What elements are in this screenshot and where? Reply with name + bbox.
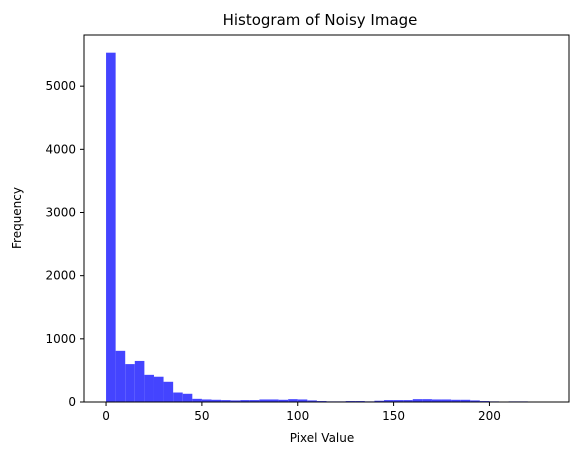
y-tick-label: 2000 bbox=[45, 269, 76, 283]
x-tick-label: 150 bbox=[382, 409, 405, 423]
y-axis-label: Frequency bbox=[10, 187, 24, 249]
histogram-bar bbox=[230, 400, 241, 402]
histogram-bar bbox=[259, 399, 269, 402]
histogram-bar bbox=[307, 400, 317, 402]
x-tick-label: 50 bbox=[194, 409, 209, 423]
y-tick-label: 1000 bbox=[45, 332, 76, 346]
x-tick-label: 0 bbox=[102, 409, 110, 423]
histogram-bar bbox=[249, 400, 260, 402]
histogram-bar bbox=[125, 364, 135, 402]
histogram-bar bbox=[288, 399, 298, 402]
histogram-bar bbox=[144, 374, 154, 402]
histogram-bar bbox=[201, 399, 212, 402]
histogram-bar bbox=[441, 399, 452, 402]
x-axis-label: Pixel Value bbox=[290, 431, 355, 445]
histogram-bar bbox=[240, 400, 250, 402]
plot-frame bbox=[83, 34, 570, 403]
y-tick-label: 5000 bbox=[45, 79, 76, 93]
y-axis-ticks: 0 1000 2000 3000 4000 5000 bbox=[45, 79, 84, 409]
histogram-bar bbox=[153, 376, 164, 402]
histogram-bar bbox=[134, 360, 145, 402]
histogram-bar bbox=[374, 400, 384, 402]
histogram-bar bbox=[412, 399, 423, 402]
histogram-bar bbox=[470, 400, 480, 402]
histogram-bar bbox=[460, 399, 471, 402]
histogram-bar bbox=[192, 398, 202, 402]
histogram-bars bbox=[106, 52, 547, 402]
x-tick-label: 100 bbox=[286, 409, 309, 423]
histogram-bar bbox=[221, 400, 231, 402]
histogram-bar bbox=[163, 381, 174, 402]
histogram-bar bbox=[115, 350, 126, 402]
histogram-bar bbox=[297, 399, 308, 402]
histogram-bar bbox=[451, 399, 461, 402]
histogram-bar bbox=[403, 400, 413, 402]
histogram-bar bbox=[268, 399, 279, 402]
histogram-bar bbox=[431, 399, 442, 402]
x-axis-ticks: 0 50 100 150 200 bbox=[102, 402, 501, 423]
chart-title: Histogram of Noisy Image bbox=[223, 11, 418, 29]
histogram-bar bbox=[173, 392, 183, 402]
histogram-bar bbox=[106, 52, 116, 402]
histogram-bar bbox=[211, 399, 222, 402]
x-tick-label: 200 bbox=[478, 409, 501, 423]
histogram-bar bbox=[384, 400, 394, 402]
y-tick-label: 4000 bbox=[45, 142, 76, 156]
chart-axes bbox=[83, 34, 570, 403]
histogram-bar bbox=[278, 399, 289, 402]
histogram-bar bbox=[182, 393, 193, 402]
y-tick-label: 3000 bbox=[45, 206, 76, 220]
y-tick-label: 0 bbox=[68, 395, 76, 409]
histogram-bar bbox=[422, 399, 432, 402]
histogram-bar bbox=[393, 400, 404, 402]
